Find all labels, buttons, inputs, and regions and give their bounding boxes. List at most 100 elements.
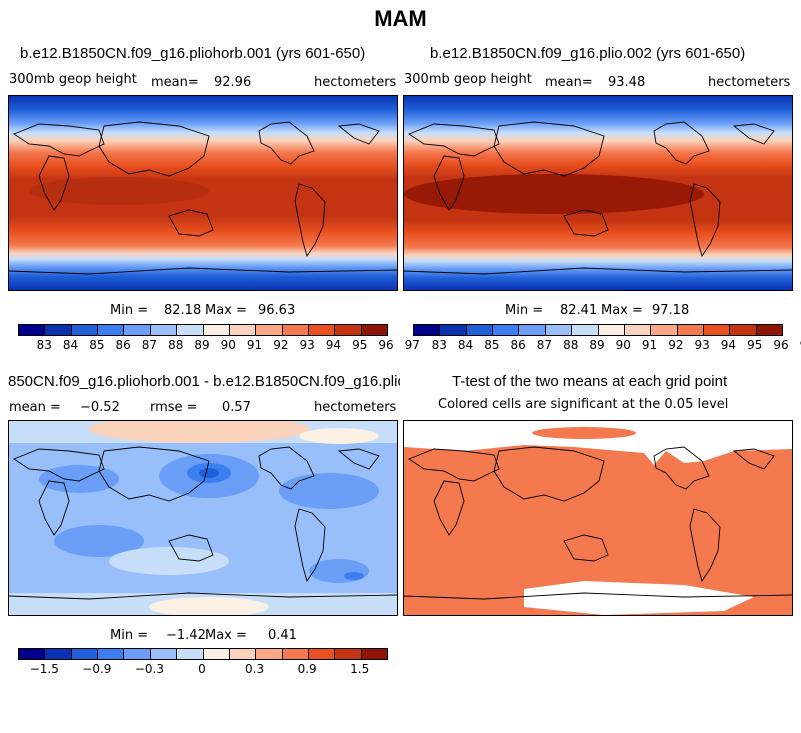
colorbar-tick-label: 86 <box>510 338 526 352</box>
main-title: MAM <box>374 6 427 31</box>
colorbar-swatch <box>361 649 388 659</box>
panel1-variable: 300mb geop height <box>9 72 137 87</box>
panel2-map <box>403 95 793 291</box>
colorbar-swatch <box>308 325 336 335</box>
colorbar-swatch <box>150 325 178 335</box>
panel3-map <box>8 420 398 616</box>
colorbar-tick-label: 0.3 <box>245 662 265 676</box>
colorbar-swatch <box>572 325 599 335</box>
colorbar-swatch <box>282 325 309 335</box>
colorbar-swatch <box>256 649 283 659</box>
colorbar-swatch <box>177 649 204 659</box>
colorbar-tick-label: 94 <box>720 338 737 352</box>
panel3-colorbar <box>18 648 388 660</box>
colorbar-swatch <box>19 325 46 335</box>
panel2-max: 97.18 <box>652 303 690 318</box>
colorbar-tick-label: 90 <box>220 338 236 352</box>
colorbar-swatch <box>98 325 125 335</box>
colorbar-swatch <box>71 325 99 335</box>
colorbar-tick-label: 83 <box>36 338 52 352</box>
panel1-coastlines <box>9 121 397 275</box>
colorbar-tick-label: 88 <box>563 338 579 352</box>
colorbar-swatch <box>45 649 72 659</box>
colorbar-tick-label: 96 <box>773 338 789 352</box>
colorbar-swatch <box>730 325 757 335</box>
colorbar-swatch <box>756 325 783 335</box>
colorbar-tick-label: 1.5 <box>350 662 370 676</box>
panel3-colorbar-ticks: −1.5 −0.9 −0.3 0 0.3 0.9 1.5 <box>18 662 386 678</box>
panel4-map <box>403 420 793 616</box>
colorbar-tick-label: 97 <box>404 338 420 352</box>
panel3-title: 850CN.f09_g16.pliohorb.001 - b.e12.B1850… <box>8 373 400 390</box>
colorbar-tick-label: −0.9 <box>82 662 112 676</box>
colorbar-tick-label: 83 <box>431 338 447 352</box>
colorbar-swatch <box>203 649 230 659</box>
panel3-mean-label: mean = <box>9 400 61 415</box>
colorbar-swatch <box>124 325 151 335</box>
colorbar-tick-label: 95 <box>747 338 763 352</box>
panel4-coastlines <box>404 446 792 600</box>
panel1-mean: 92.96 <box>214 75 252 90</box>
panel4-title: T-test of the two means at each grid poi… <box>452 373 728 390</box>
panel2-min: 82.41 <box>560 303 598 318</box>
panel2-title: b.e12.B1850CN.f09_g16.plio.002 (yrs 601-… <box>430 45 746 62</box>
colorbar-tick-label: 91 <box>641 338 658 352</box>
colorbar-tick-label: 94 <box>325 338 342 352</box>
colorbar-tick-label: 92 <box>668 338 684 352</box>
colorbar-tick-label: −1.5 <box>29 662 59 676</box>
panel2-colorbar-ticks: 83 84 85 86 87 88 89 90 91 92 93 94 95 96 97 <box>413 338 801 354</box>
colorbar-tick-label: 89 <box>194 338 210 352</box>
colorbar-tick-label: 85 <box>484 338 500 352</box>
panel2-min-label: Min = <box>505 303 544 318</box>
colorbar-tick-label: 91 <box>246 338 263 352</box>
panel2-mean-label: mean= <box>545 75 593 90</box>
panel1-max: 96.63 <box>258 303 296 318</box>
colorbar-swatch <box>98 649 125 659</box>
colorbar-swatch <box>677 325 704 335</box>
panel3-mean: −0.52 <box>80 400 120 415</box>
colorbar-swatch <box>361 325 388 335</box>
colorbar-swatch <box>335 649 362 659</box>
colorbar-tick-label: 87 <box>536 338 553 352</box>
colorbar-swatch <box>624 325 652 335</box>
colorbar-swatch <box>335 325 362 335</box>
colorbar-tick-label: 92 <box>273 338 289 352</box>
colorbar-swatch <box>598 325 625 335</box>
colorbar-tick-label: 97 <box>800 338 801 352</box>
panel1-units: hectometers <box>314 75 397 90</box>
colorbar-swatch <box>177 325 204 335</box>
colorbar-swatch <box>45 325 72 335</box>
panel1-min-label: Min = <box>110 303 149 318</box>
colorbar-tick-label: 89 <box>589 338 605 352</box>
colorbar-swatch <box>229 649 257 659</box>
colorbar-tick-label: 93 <box>299 338 315 352</box>
panel3-coastlines <box>9 446 397 600</box>
panel1-colorbar-ticks: 83 84 85 86 87 88 89 90 91 92 93 94 95 96 97 <box>18 338 420 354</box>
panel2-mean: 93.48 <box>608 75 646 90</box>
colorbar-swatch <box>493 325 520 335</box>
colorbar-swatch <box>651 325 678 335</box>
colorbar-swatch <box>545 325 573 335</box>
panel3-rmse: 0.57 <box>222 400 251 415</box>
panel1-max-label: Max = <box>205 303 247 318</box>
panel3-rmse-label: rmse = <box>150 400 198 415</box>
colorbar-tick-label: 88 <box>168 338 184 352</box>
colorbar-swatch <box>519 325 546 335</box>
panel3-units: hectometers <box>314 400 397 415</box>
colorbar-swatch <box>308 649 336 659</box>
panel2-coastlines <box>404 121 792 275</box>
panel1-mean-label: mean= <box>151 75 199 90</box>
panel3-max: 0.41 <box>268 628 297 643</box>
panel3-max-label: Max = <box>205 628 247 643</box>
panel3-min: −1.42 <box>166 628 206 643</box>
panel2-variable: 300mb geop height <box>404 72 532 87</box>
colorbar-swatch <box>256 325 283 335</box>
colorbar-swatch <box>71 649 99 659</box>
panel2-colorbar <box>413 324 783 336</box>
colorbar-tick-label: 84 <box>62 338 79 352</box>
colorbar-tick-label: 86 <box>115 338 131 352</box>
panel3-min-label: Min = <box>110 628 149 643</box>
panel1-map <box>8 95 398 291</box>
colorbar-swatch <box>150 649 178 659</box>
colorbar-tick-label: 85 <box>89 338 105 352</box>
